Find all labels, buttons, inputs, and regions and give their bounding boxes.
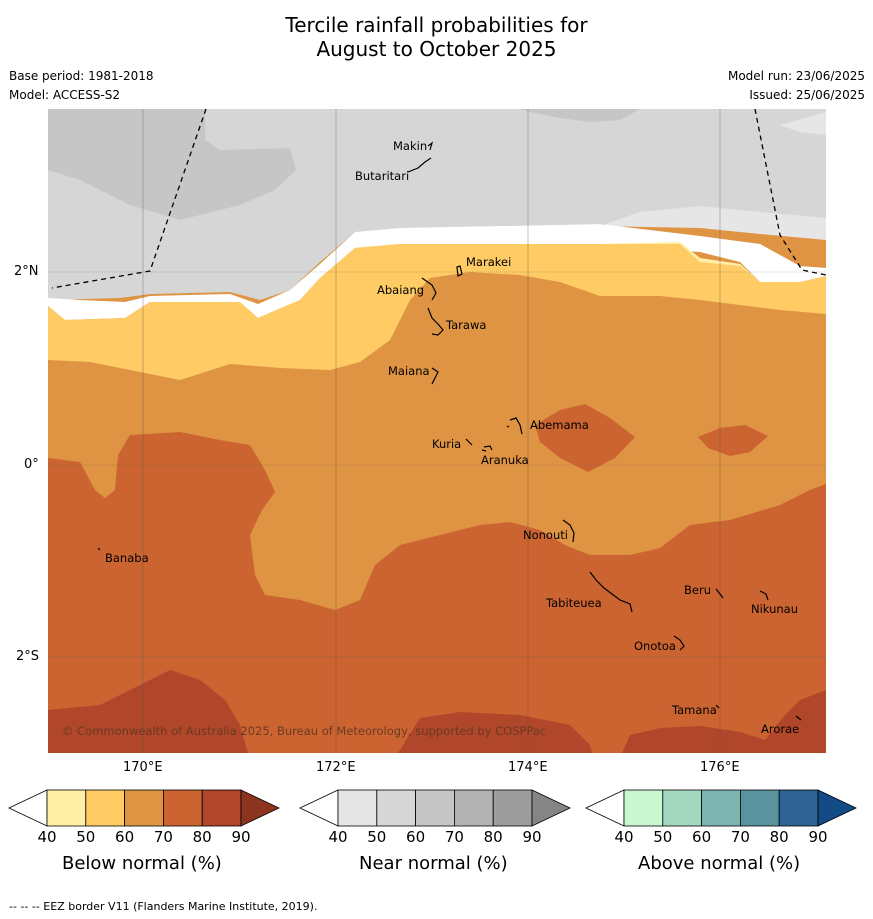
colorbar-over-extension (817, 789, 857, 827)
colorbar-tick-label: 90 (522, 828, 541, 846)
copyright-notice: © Commonwealth of Australia 2025, Bureau… (62, 724, 547, 738)
colorbar-under-extension (299, 789, 339, 827)
issued-date: Issued: 25/06/2025 (749, 88, 865, 102)
colorbar-cell (453, 789, 494, 827)
place-label: Tamana (672, 703, 717, 717)
colorbar-tick-label: 80 (484, 828, 503, 846)
colorbar-tick-label: 60 (406, 828, 425, 846)
lat-label-2s: 2°S (16, 649, 40, 664)
eez-border (51, 108, 827, 289)
colorbar-over-extension (531, 789, 571, 827)
place-label: Tabiteuea (546, 596, 602, 610)
colorbar-cell (778, 789, 819, 827)
colorbar: 40 50 60 70 80 90 (299, 789, 571, 846)
below-80-90-region (48, 670, 248, 753)
colorbar-cell (623, 789, 664, 827)
colorbar-tick-label: 70 (445, 828, 464, 846)
colorbar: 40 50 60 70 80 90 (8, 789, 280, 846)
map-title-line2: August to October 2025 (316, 37, 557, 61)
place-label: Banaba (105, 551, 149, 565)
model-name: Model: ACCESS-S2 (9, 88, 121, 102)
colorbar-tick-label: 40 (328, 828, 347, 846)
place-label: Butaritari (355, 169, 410, 183)
colorbar-tick-label: 70 (731, 828, 750, 846)
colorbars: 40 50 60 70 80 90 40 50 60 70 80 90 40 50 60 70 80 90 (8, 789, 857, 846)
place-label: Abemama (530, 418, 589, 432)
colorbar-title-above: Above normal (%) (638, 853, 801, 874)
colorbar: 40 50 60 70 80 90 (585, 789, 857, 846)
colorbar-title-below: Below normal (%) (62, 853, 222, 874)
colorbar-over-extension (240, 789, 280, 827)
eez-legend-note: -- -- -- EEZ border V11 (Flanders Marine… (9, 900, 318, 913)
lat-label-0: 0° (24, 457, 39, 472)
colorbar-tick-label: 40 (614, 828, 633, 846)
place-label: Abaiang (377, 283, 425, 297)
colorbar-cell (124, 789, 164, 827)
model-run-date: Model run: 23/06/2025 (727, 69, 865, 83)
place-label: Tarawa (446, 318, 487, 332)
place-label: Beru (684, 583, 711, 597)
lon-label-172e: 172°E (316, 760, 356, 775)
lat-label-2n: 2°N (14, 264, 39, 279)
colorbar-cell (162, 789, 203, 827)
colorbar-tick-label: 90 (808, 828, 827, 846)
place-label: Marakei (466, 255, 512, 269)
colorbar-tick-label: 50 (76, 828, 95, 846)
colorbar-cell (376, 789, 416, 827)
colorbar-tick-label: 70 (154, 828, 173, 846)
colorbar-cell (662, 789, 702, 827)
colorbar-cell (492, 789, 533, 827)
island-outlines (97, 141, 802, 721)
place-label: Nikunau (751, 602, 799, 616)
colorbar-cell (701, 789, 741, 827)
place-label: Nonouti (523, 528, 568, 542)
place-label: Kuria (432, 437, 462, 451)
colorbar-under-extension (585, 789, 625, 827)
colorbar-cell (740, 789, 780, 827)
below-70-80-region (48, 432, 826, 753)
colorbar-tick-label: 50 (367, 828, 386, 846)
lon-label-174e: 174°E (508, 760, 548, 775)
map-title-line1: Tercile rainfall probabilities for (285, 13, 588, 37)
colorbar-tick-label: 80 (770, 828, 789, 846)
colorbar-cell (46, 789, 87, 827)
below-50-60-region (48, 244, 826, 380)
colorbar-title-near: Near normal (%) (359, 853, 508, 874)
place-label: Maiana (388, 364, 430, 378)
lon-label-176e: 176°E (700, 760, 740, 775)
colorbar-tick-label: 50 (653, 828, 672, 846)
colorbar-cell (201, 789, 242, 827)
place-label: Aranuka (481, 453, 529, 467)
colorbar-cell (415, 789, 455, 827)
place-label: Onotoa (634, 639, 676, 653)
colorbar-tick-label: 60 (692, 828, 711, 846)
colorbar-tick-label: 90 (231, 828, 250, 846)
lon-label-170e: 170°E (123, 760, 163, 775)
colorbar-cell (85, 789, 126, 827)
colorbar-tick-label: 40 (37, 828, 56, 846)
near-normal-50-60-region (48, 109, 296, 220)
place-label: Makin (393, 139, 428, 153)
base-period: Base period: 1981-2018 (9, 69, 154, 83)
colorbar-under-extension (8, 789, 48, 827)
graticule (48, 109, 826, 753)
place-label: Arorae (761, 722, 800, 736)
colorbar-tick-label: 80 (193, 828, 212, 846)
colorbar-cell (337, 789, 378, 827)
colorbar-tick-label: 60 (115, 828, 134, 846)
